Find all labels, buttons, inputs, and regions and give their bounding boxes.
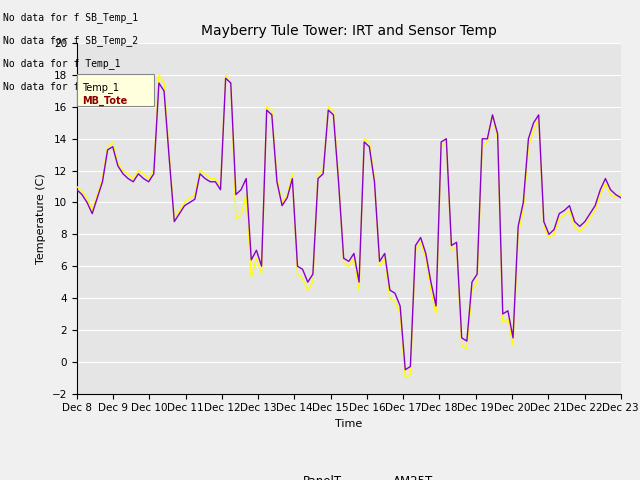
Text: No data for f Temp_2: No data for f Temp_2	[3, 81, 121, 92]
X-axis label: Time: Time	[335, 419, 362, 429]
Text: MB_Tote: MB_Tote	[82, 96, 127, 106]
Text: No data for f SB_Temp_1: No data for f SB_Temp_1	[3, 12, 138, 23]
Legend: PanelT, AM25T: PanelT, AM25T	[260, 470, 438, 480]
Text: Temp_1: Temp_1	[82, 82, 119, 93]
Title: Mayberry Tule Tower: IRT and Sensor Temp: Mayberry Tule Tower: IRT and Sensor Temp	[201, 24, 497, 38]
Text: No data for f Temp_1: No data for f Temp_1	[3, 58, 121, 69]
Y-axis label: Temperature (C): Temperature (C)	[36, 173, 46, 264]
Text: No data for f SB_Temp_2: No data for f SB_Temp_2	[3, 35, 138, 46]
